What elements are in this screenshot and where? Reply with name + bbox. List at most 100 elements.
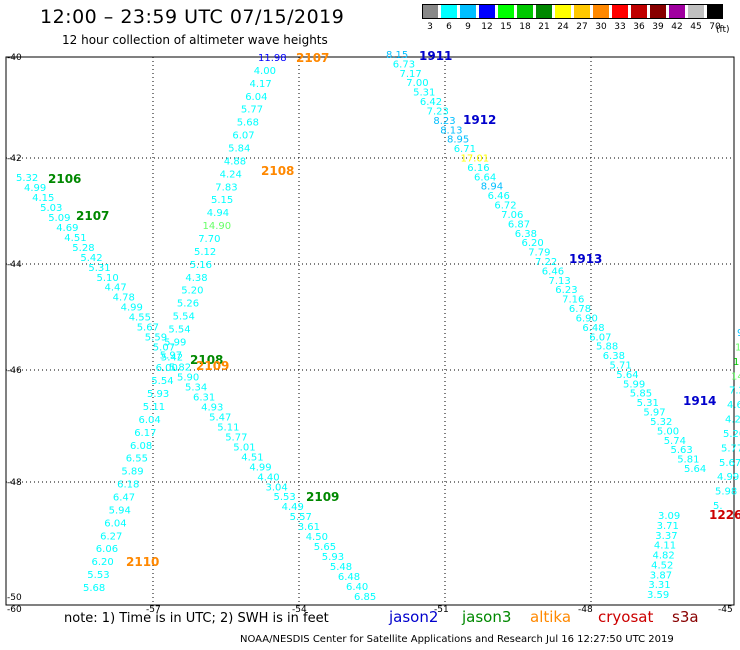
wave-height-value: 5.26 <box>177 299 199 310</box>
wave-height-value: 5.97 <box>160 350 182 361</box>
wave-height-value: 4.93 <box>201 403 223 414</box>
wave-height-value: 6.46 <box>488 191 510 202</box>
wave-height-value: 6.16 <box>467 163 489 174</box>
wave-height-value: 5.85 <box>630 389 652 400</box>
wave-height-value: 5.47 <box>209 412 231 423</box>
wave-height-value: 6.48 <box>338 572 360 583</box>
wave-height-value: 5.31 <box>637 398 659 409</box>
wave-height-value: 3.61 <box>298 522 320 533</box>
wave-height-value: 6.00 <box>156 363 178 374</box>
wave-height-value: 5.53 <box>87 570 109 581</box>
lat-label: -42 <box>7 154 22 164</box>
wave-height-value: 6.17 <box>134 428 156 439</box>
wave-height-value: 6.72 <box>494 201 516 212</box>
wave-height-value: 7.06 <box>501 210 523 221</box>
wave-height-value: 4.82 <box>653 551 675 562</box>
wave-height-value: 5.11 <box>217 422 239 433</box>
page-subtitle: 12 hour collection of altimeter wave hei… <box>62 33 328 47</box>
wave-height-value: 4.24 <box>220 169 242 180</box>
wave-height-value: 4.88 <box>224 156 246 167</box>
wave-height-value: 5.97 <box>643 408 665 419</box>
wave-height-value: 3.71 <box>657 521 679 532</box>
wave-height-value: 3.37 <box>655 531 677 542</box>
wave-height-value: 7.79 <box>528 248 550 259</box>
wave-height-value: 6.64 <box>474 172 496 183</box>
wave-height-value: 6.07 <box>589 332 611 343</box>
lat-label: -50 <box>7 593 22 603</box>
pass-time-label: 2108 <box>190 353 223 367</box>
wave-height-value: 5.15 <box>211 195 233 206</box>
wave-height-value: 7.70 <box>198 234 220 245</box>
pass-time-labels: 2107 191119122106210821071913210821091914… <box>48 49 740 569</box>
lat-label: -48 <box>7 478 22 488</box>
wave-height-value: 6.46 <box>542 266 564 277</box>
wave-height-value: 4.15 <box>32 193 54 204</box>
wave-height-value: 5.03 <box>40 203 62 214</box>
wave-height-value: 6.78 <box>569 304 591 315</box>
lat-label: -40 <box>7 53 22 63</box>
wave-height-value: 5.01 <box>233 442 255 453</box>
wave-height-value: 5.82 <box>169 363 191 374</box>
color-legend-swatch <box>688 4 704 19</box>
wave-height-value: 6.04 <box>245 92 267 103</box>
wave-height-value: 5.90 <box>177 373 199 384</box>
wave-height-value: 5.84 <box>228 144 250 155</box>
wave-height-value: 4.52 <box>651 560 673 571</box>
wave-height-value: 6.38 <box>515 229 537 240</box>
wave-height-value: 5.65 <box>314 542 336 553</box>
wave-height-value: 5.88 <box>596 342 618 353</box>
color-legend-label: 9 <box>465 22 471 32</box>
wave-height-value: 7.16 <box>562 295 584 306</box>
wave-height-value: 6.71 <box>454 144 476 155</box>
wave-height-value: 5.64 <box>616 370 638 381</box>
wave-height-value: 17.01 <box>461 154 490 165</box>
wave-height-value: 6.87 <box>508 219 530 230</box>
wave-height-value: 5.64 <box>684 464 706 475</box>
wave-height-value: 4.99 <box>121 303 143 314</box>
wave-height-value: 3.09 <box>658 511 680 522</box>
wave-height-value: 5.54 <box>151 376 173 387</box>
wave-height-value: 6.31 <box>193 393 215 404</box>
wave-height-value: 6.07 <box>232 131 254 142</box>
pass-time-label: 1911 <box>419 49 452 63</box>
color-legend-label: 42 <box>671 22 683 32</box>
wave-height-value: 7.83 <box>215 182 237 193</box>
wave-height-value: 7.23 <box>427 107 449 118</box>
pass-time-label: 2109 <box>306 490 339 504</box>
pass-time-label: 2108 <box>261 164 294 178</box>
wave-height-value: 5.59 <box>145 333 167 344</box>
wave-height-value: 6.73 <box>393 59 415 70</box>
wave-height-value: 7.13 <box>549 276 571 287</box>
wave-height-value: 5.42 <box>161 353 183 364</box>
wave-height-value: 4.29 <box>725 415 740 426</box>
wave-height-value: 6.47 <box>113 493 135 504</box>
wave-height-value: 5.89 <box>121 467 143 478</box>
wave-height-value: 4.69 <box>56 223 78 234</box>
wave-height-value: 6.42 <box>420 97 442 108</box>
color-legend-label: 3 <box>427 22 433 32</box>
color-legend-label: 45 <box>690 22 702 32</box>
wave-height-value: 5.57 <box>290 512 312 523</box>
wave-height-value: 4.50 <box>306 532 328 543</box>
color-legend-label: 15 <box>500 22 512 32</box>
color-legend-label: 36 <box>633 22 645 32</box>
satellite-legend-jason3: jason3 <box>462 608 512 626</box>
wave-height-value: 5.63 <box>671 445 693 456</box>
wave-height-value: 5.77 <box>241 105 263 116</box>
wave-height-value: 3.31 <box>648 580 670 591</box>
wave-height-value: 5.48 <box>330 562 352 573</box>
wave-height-value: 5.34 <box>185 383 207 394</box>
color-legend-label: 70 <box>709 22 721 32</box>
wave-height-value: 5.28 <box>72 243 94 254</box>
wave-height-value: 6.20 <box>92 557 114 568</box>
pass-time-label: 2106 <box>48 172 81 186</box>
wave-height-value: 5.07 <box>153 343 175 354</box>
wave-height-value: 6.40 <box>346 582 368 593</box>
wave-height-value: 6.55 <box>126 454 148 465</box>
satellite-legend-cryosat: cryosat <box>598 608 654 626</box>
wave-height-value: 14.70 <box>731 371 740 382</box>
wave-height-value: 14.90 <box>203 221 232 232</box>
wave-height-value: 17.2 <box>733 357 740 368</box>
wave-height-value: 4.49 <box>282 502 304 513</box>
wave-height-value: 5.74 <box>664 436 686 447</box>
